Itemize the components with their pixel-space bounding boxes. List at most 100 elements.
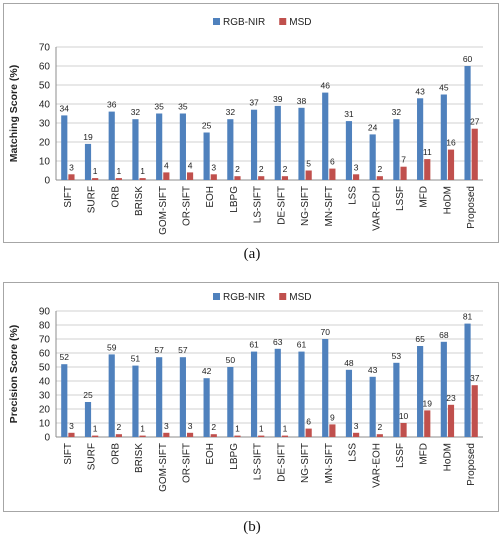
x-tick-label: LSS <box>348 443 359 462</box>
bar-rgb-nir <box>322 92 329 180</box>
bar-msd <box>424 410 431 437</box>
bar-rgb-nir <box>274 348 281 437</box>
caption-b: (b) <box>243 519 261 535</box>
data-label: 48 <box>344 358 354 368</box>
bar-msd <box>92 435 99 437</box>
bar-msd <box>471 128 478 180</box>
bar-msd <box>258 435 265 437</box>
data-label: 37 <box>470 373 480 383</box>
data-label: 3 <box>354 162 359 172</box>
data-label: 42 <box>202 366 212 376</box>
bar-msd <box>210 434 217 437</box>
data-label: 3 <box>188 421 193 431</box>
data-label: 57 <box>178 345 188 355</box>
data-label: 7 <box>401 155 406 165</box>
x-tick-label: MN-SIFT <box>324 443 335 484</box>
bar-rgb-nir <box>156 357 163 437</box>
data-label: 2 <box>211 422 216 432</box>
bar-msd <box>186 432 194 437</box>
bar-msd <box>186 172 194 180</box>
data-label: 61 <box>297 340 307 350</box>
data-label: 6 <box>330 157 335 167</box>
data-label: 2 <box>235 164 240 174</box>
y-tick-label: 30 <box>39 119 51 130</box>
x-tick-label: MFD <box>419 186 430 208</box>
x-tick-label: DE-SIFT <box>276 443 287 482</box>
legend-label: MSD <box>289 17 311 28</box>
x-tick-label: BRISK <box>134 443 145 473</box>
x-tick-label: VAR-EOH <box>371 186 382 231</box>
bar-msd <box>400 423 407 437</box>
bar-rgb-nir <box>156 113 163 180</box>
data-label: 35 <box>178 102 188 112</box>
x-tick-label: HoDM <box>442 443 453 471</box>
bars <box>61 66 478 180</box>
y-tick-label: 40 <box>39 100 51 111</box>
y-axis-label: Precision Score (%) <box>8 325 20 424</box>
bar-msd <box>281 176 289 180</box>
bar-msd <box>447 404 455 437</box>
x-axis-ticks: SIFT SURF ORB BRISK GOM-SIFT OR-SIFT EOH LBPG LS… <box>63 186 477 235</box>
data-label: 2 <box>283 164 288 174</box>
bar-rgb-nir <box>369 134 376 180</box>
bar-rgb-nir <box>84 402 92 437</box>
data-label: 16 <box>446 138 456 148</box>
bar-msd <box>115 178 122 180</box>
data-label: 52 <box>60 352 70 362</box>
data-label: 2 <box>377 422 382 432</box>
legend: RGB-NIR MSD <box>213 17 311 28</box>
legend-label: RGB-NIR <box>223 292 265 303</box>
bar-rgb-nir <box>250 351 258 437</box>
data-label: 37 <box>249 98 259 108</box>
data-label: 1 <box>140 166 145 176</box>
data-label: 2 <box>117 422 122 432</box>
bar-msd <box>424 159 431 180</box>
y-tick-label: 60 <box>39 62 51 73</box>
y-tick-label: 10 <box>39 157 51 168</box>
x-tick-label: EOH <box>205 443 216 465</box>
bar-rgb-nir <box>440 94 447 180</box>
x-axis-ticks: SIFT SURF ORB BRISK GOM-SIFT OR-SIFT EOH LBPG LS… <box>63 443 477 492</box>
bar-rgb-nir <box>179 357 186 437</box>
data-label: 3 <box>211 162 216 172</box>
bar-msd <box>353 174 360 180</box>
caption-a: (a) <box>243 246 261 262</box>
bar-rgb-nir <box>227 367 234 437</box>
data-label: 9 <box>330 412 335 422</box>
bar-msd <box>258 176 265 180</box>
data-label: 3 <box>354 421 359 431</box>
y-axis-ticks: 0 10 20 30 40 50 60 70 80 90 <box>39 307 51 444</box>
x-tick-label: HoDM <box>442 186 453 214</box>
data-label: 32 <box>131 107 141 117</box>
y-tick-label: 70 <box>39 43 51 54</box>
data-label: 1 <box>140 424 145 434</box>
x-tick-label: SURF <box>87 186 98 213</box>
data-label: 6 <box>306 417 311 427</box>
data-label: 19 <box>423 398 433 408</box>
x-tick-label: VAR-EOH <box>371 443 382 488</box>
x-tick-label: DE-SIFT <box>276 186 287 225</box>
y-tick-label: 0 <box>44 433 50 444</box>
legend-label: RGB-NIR <box>223 17 265 28</box>
data-label: 59 <box>107 342 117 352</box>
bar-rgb-nir <box>464 323 471 437</box>
bar-msd <box>234 176 241 180</box>
x-tick-label: LS-SIFT <box>253 443 264 480</box>
bar-rgb-nir <box>203 378 210 437</box>
chart-panel-a: 0 10 20 30 40 50 60 70 Matching Score (%) 34 3 19 1 3… <box>3 3 499 243</box>
y-tick-label: 50 <box>39 363 51 374</box>
data-label: 32 <box>392 107 402 117</box>
bar-rgb-nir <box>227 119 234 180</box>
x-tick-label: ORB <box>110 443 121 465</box>
bar-rgb-nir <box>345 369 353 437</box>
bar-rgb-nir <box>179 113 186 180</box>
bar-msd <box>139 178 146 180</box>
x-tick-label: GOM-SIFT <box>158 443 169 492</box>
y-tick-label: 10 <box>39 419 51 430</box>
y-axis-label: Matching Score (%) <box>8 65 20 162</box>
y-tick-label: 20 <box>39 405 51 416</box>
data-label: 1 <box>235 424 240 434</box>
x-tick-label: LBPG <box>229 443 240 470</box>
x-tick-label: MFD <box>419 443 430 465</box>
